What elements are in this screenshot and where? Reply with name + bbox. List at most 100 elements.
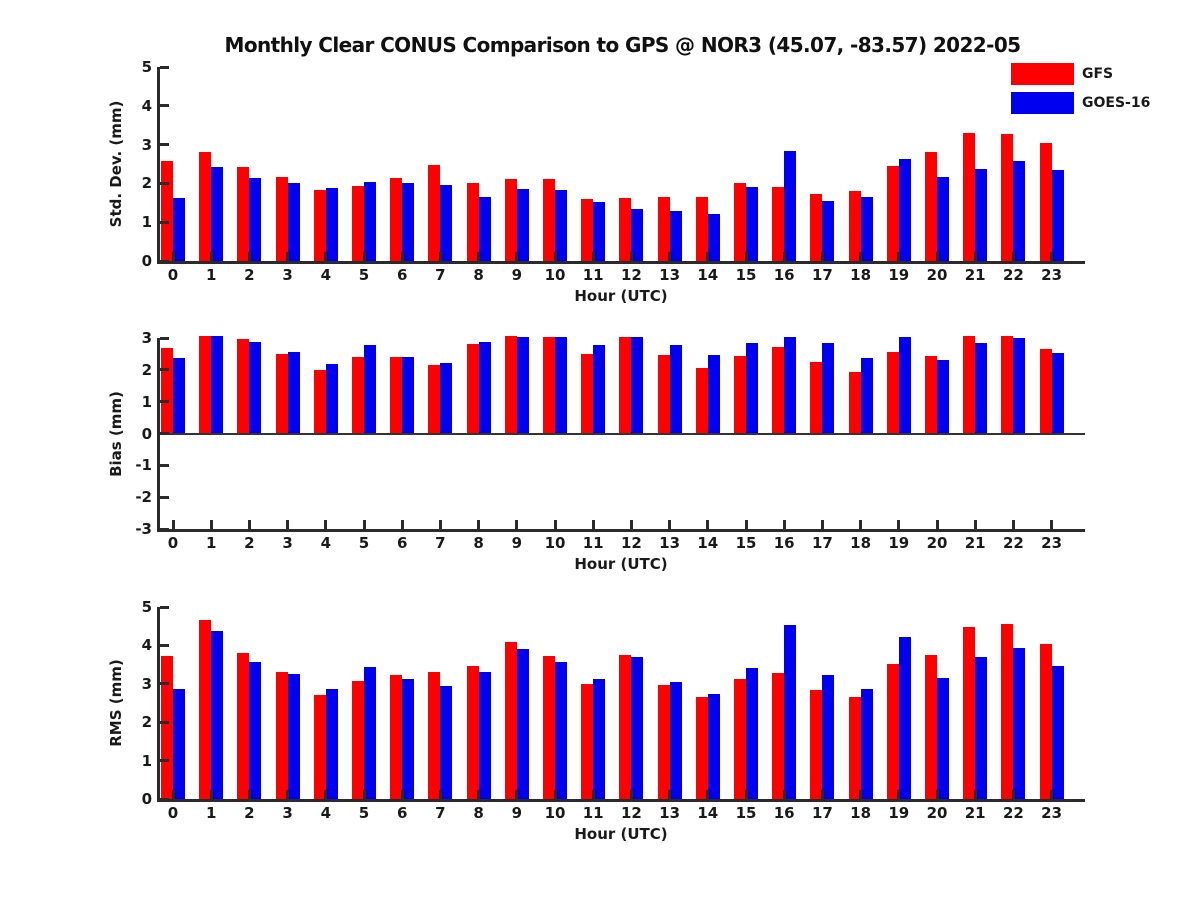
std-dev-xtick	[973, 252, 977, 261]
bar-gfs-h17	[810, 690, 823, 799]
rms-ytick	[160, 643, 169, 647]
chart-title: Monthly Clear CONUS Comparison to GPS @ …	[224, 33, 1022, 57]
std-dev-xtick	[247, 252, 251, 261]
rms-ytick	[160, 605, 169, 609]
bias-xtick	[744, 520, 748, 529]
bias-ytick-label: -3	[135, 520, 152, 538]
bias-ytick-label: -2	[135, 488, 152, 507]
bias-xtick	[973, 520, 977, 529]
bar-gfs-h10	[543, 337, 555, 434]
bar-gfs-h12	[619, 337, 632, 434]
bias-ytick	[160, 432, 169, 435]
bar-gfs-h4	[313, 369, 326, 434]
rms-xtick	[935, 790, 939, 799]
rms-xtick	[629, 790, 633, 799]
bias-xtick-label: 5	[358, 534, 370, 552]
bar-goes-16-h12	[631, 656, 644, 799]
std-dev-ytick-label: 5	[141, 58, 152, 76]
rms-xtick-label: 4	[320, 804, 332, 822]
bias-xtick-label: 20	[926, 534, 948, 552]
rms-xtick-label: 10	[544, 804, 566, 822]
std-dev-xtick-label: 5	[358, 266, 370, 284]
bar-gfs-h8	[466, 343, 479, 434]
bias-ytick	[160, 400, 169, 404]
bar-goes-16-h1	[211, 167, 224, 261]
rms-xtick	[1011, 790, 1015, 799]
bar-gfs-h5	[352, 681, 364, 799]
rms-ytick-label: 5	[141, 598, 152, 616]
bar-goes-16-h13	[669, 211, 682, 261]
bar-gfs-h0	[161, 161, 173, 261]
bar-goes-16-h16	[784, 625, 797, 799]
bar-gfs-h5	[352, 186, 364, 261]
bias-ytick	[160, 527, 169, 531]
std-dev-xtick-label: 12	[620, 266, 642, 284]
std-dev-ytick	[160, 220, 169, 224]
std-dev-xtick-label: 23	[1041, 266, 1063, 284]
std-dev-xtick	[859, 252, 863, 261]
bias-xtick	[859, 520, 863, 529]
std-dev-xtick	[209, 252, 213, 261]
std-dev-xtick-label: 0	[167, 266, 179, 284]
rms-xtick-label: 1	[205, 804, 217, 822]
bar-goes-16-h19	[898, 159, 911, 261]
bar-gfs-h15	[734, 356, 746, 434]
bar-goes-16-h17	[822, 674, 835, 799]
std-dev-xtick-label: 16	[773, 266, 795, 284]
bias-xtick	[171, 520, 175, 529]
bar-goes-16-h13	[669, 344, 682, 434]
bias-xtick-label: 22	[1002, 534, 1024, 552]
std-dev-left-spine	[157, 67, 160, 264]
bias-xtick	[438, 520, 442, 529]
bias-left-spine	[157, 338, 160, 532]
bias-ylabel: Bias (mm)	[107, 390, 125, 477]
std-dev-ytick-label: 4	[141, 96, 152, 115]
rms-xtick-label: 11	[582, 804, 604, 822]
std-dev-xtick	[362, 252, 366, 261]
bar-goes-16-h6	[402, 357, 415, 434]
bias-ytick-label: 1	[141, 392, 152, 411]
bar-gfs-h11	[581, 354, 594, 434]
bias-ytick-label: -1	[135, 456, 152, 475]
bar-goes-16-h22	[1013, 648, 1026, 799]
bias-xtick	[324, 520, 328, 529]
std-dev-xtick-label: 15	[735, 266, 757, 284]
std-dev-xtick	[668, 252, 672, 261]
rms-xtick-label: 9	[511, 804, 523, 822]
rms-xtick	[171, 790, 175, 799]
std-dev-xtick-label: 10	[544, 266, 566, 284]
bar-gfs-h19	[886, 352, 899, 434]
legend-swatch-gfs	[1011, 63, 1074, 85]
std-dev-xtick	[400, 252, 404, 261]
bar-gfs-h20	[925, 355, 937, 434]
rms-xtick-label: 13	[659, 804, 681, 822]
bias-xtick	[897, 520, 901, 529]
bias-xtick-label: 2	[244, 534, 255, 552]
bar-goes-16-h6	[402, 183, 415, 261]
std-dev-xtick-label: 4	[320, 266, 332, 284]
std-dev-xtick	[782, 252, 786, 261]
bar-gfs-h0	[161, 347, 173, 434]
bar-goes-16-h14	[707, 354, 720, 434]
rms-ytick-label: 0	[141, 790, 152, 808]
bar-goes-16-h8	[478, 672, 491, 799]
bar-goes-16-h10	[555, 661, 567, 799]
bias-xtick-label: 13	[659, 534, 681, 552]
std-dev-xtick-label: 8	[473, 266, 484, 284]
bar-goes-16-h20	[937, 677, 949, 799]
bias-zero-line	[157, 432, 1085, 435]
bar-gfs-h23	[1039, 143, 1052, 261]
bar-gfs-h14	[695, 196, 708, 261]
bar-goes-16-h3	[287, 673, 300, 799]
rms-xtick	[324, 790, 328, 799]
rms-xtick	[553, 790, 557, 799]
bias-ytick-label: 2	[141, 360, 152, 379]
bar-goes-16-h19	[898, 337, 911, 434]
std-dev-xtick	[591, 252, 595, 261]
bias-xtick-label: 14	[697, 534, 719, 552]
rms-left-spine	[157, 607, 160, 802]
bar-gfs-h22	[1001, 336, 1014, 434]
rms-xtick-label: 5	[358, 804, 370, 822]
rms-xtick-label: 6	[396, 804, 408, 822]
std-dev-ytick	[160, 104, 169, 108]
